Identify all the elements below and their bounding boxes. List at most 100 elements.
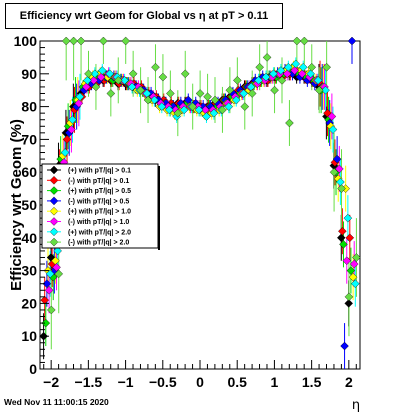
- data-point: [247, 89, 257, 98]
- data-point: [60, 148, 70, 157]
- data-point: [269, 69, 278, 79]
- data-point: [209, 108, 219, 118]
- data-point: [285, 118, 294, 128]
- data-point: [339, 240, 348, 249]
- data-point: [327, 112, 337, 121]
- data-point: [344, 299, 353, 308]
- data-point: [239, 89, 248, 98]
- data-point: [164, 105, 174, 115]
- data-point: [254, 76, 263, 85]
- y-axis-label: Efficiency wrt Geom (%): [8, 119, 25, 291]
- data-point: [210, 95, 220, 105]
- data-point: [69, 36, 78, 46]
- data-point: [328, 125, 338, 134]
- legend-label: (+) with pT/|q| > 0.1: [68, 168, 131, 175]
- data-point: [89, 76, 99, 85]
- data-point: [90, 69, 100, 79]
- data-point: [290, 66, 299, 75]
- data-point: [128, 69, 138, 79]
- data-point: [113, 76, 123, 85]
- data-point: [297, 69, 307, 79]
- y-tick-label: 20: [21, 295, 37, 311]
- axes: 0 10 20 30 40 50 60 70 80 90 100 −2 −1.5 −1 −0.5 0 0.5 1 1…: [14, 33, 357, 390]
- y-tick-label: 70: [21, 131, 37, 147]
- data-point: [188, 102, 197, 111]
- data-point: [335, 164, 344, 174]
- data-point: [349, 259, 359, 269]
- data-point: [218, 105, 227, 115]
- data-point: [151, 62, 160, 72]
- data-point: [121, 36, 130, 46]
- x-tick-label: 0: [196, 374, 204, 390]
- data-point: [277, 76, 287, 85]
- y-tick-label: 90: [21, 66, 37, 82]
- data-point: [276, 66, 286, 75]
- y-tick-label: 60: [21, 164, 37, 180]
- data-point: [52, 263, 61, 272]
- x-tick-label: 1: [271, 374, 279, 390]
- data-point: [76, 36, 86, 46]
- data-point: [329, 167, 339, 177]
- data-point: [346, 266, 356, 275]
- x-tick-label: −2: [43, 374, 59, 390]
- data-point: [332, 154, 342, 164]
- data-point: [158, 72, 168, 82]
- legend-label: (-) with pT/|q| > 0.1: [68, 178, 129, 185]
- data-point: [262, 53, 272, 62]
- x-axis-label: η: [352, 398, 360, 412]
- x-tick-label: 1.5: [302, 374, 322, 390]
- data-point: [75, 92, 85, 102]
- data-point: [127, 82, 137, 92]
- data-point: [284, 62, 293, 72]
- legend-label: (-) with pT/|q| > 0.5: [68, 198, 129, 205]
- data-point: [298, 62, 308, 72]
- data-point: [225, 85, 235, 95]
- data-point: [83, 76, 92, 85]
- data-point: [348, 272, 358, 282]
- data-point: [224, 102, 234, 111]
- y-tick-label: 100: [14, 33, 38, 49]
- data-point: [313, 76, 323, 85]
- data-point: [42, 279, 52, 289]
- legend-box: [41, 163, 159, 249]
- x-tick-label: −1.5: [75, 374, 103, 390]
- data-point: [203, 92, 212, 102]
- y-tick-label: 30: [21, 263, 37, 279]
- data-point: [61, 36, 71, 46]
- legend-label: (-) with pT/|q| > 1.0: [68, 219, 129, 226]
- data-point: [91, 82, 101, 92]
- data-point: [62, 135, 72, 144]
- data-point: [166, 89, 175, 98]
- data-point: [74, 99, 84, 108]
- legend-label: (+) with pT/|q| > 1.0: [68, 209, 131, 216]
- data-point: [261, 72, 271, 82]
- data-point: [194, 105, 204, 115]
- footer-timestamp: Wed Nov 11 11:00:15 2020: [4, 397, 109, 407]
- data-point: [180, 69, 190, 79]
- data-point: [99, 36, 108, 46]
- data-point: [342, 256, 352, 266]
- data-point: [68, 115, 77, 125]
- data-point: [240, 102, 250, 111]
- data-point: [45, 269, 55, 279]
- data-point: [143, 95, 153, 105]
- data-point: [343, 213, 353, 223]
- data-point: [255, 62, 264, 72]
- data-point: [270, 85, 279, 95]
- data-point: [40, 295, 49, 305]
- legend-label: (+) with pT/|q| > 0.5: [68, 188, 131, 195]
- data-point: [98, 66, 107, 75]
- y-tick-label: 10: [21, 328, 37, 344]
- y-tick-label: 40: [21, 230, 37, 246]
- data-point: [179, 105, 189, 115]
- data-point: [314, 85, 324, 95]
- data-point: [106, 89, 116, 98]
- data-point: [344, 292, 354, 302]
- data-point: [351, 279, 360, 289]
- data-point: [120, 76, 129, 85]
- data-point: [338, 226, 347, 236]
- data-point: [282, 69, 292, 79]
- data-point: [47, 305, 56, 315]
- data-point: [306, 69, 315, 79]
- data-point: [336, 233, 346, 243]
